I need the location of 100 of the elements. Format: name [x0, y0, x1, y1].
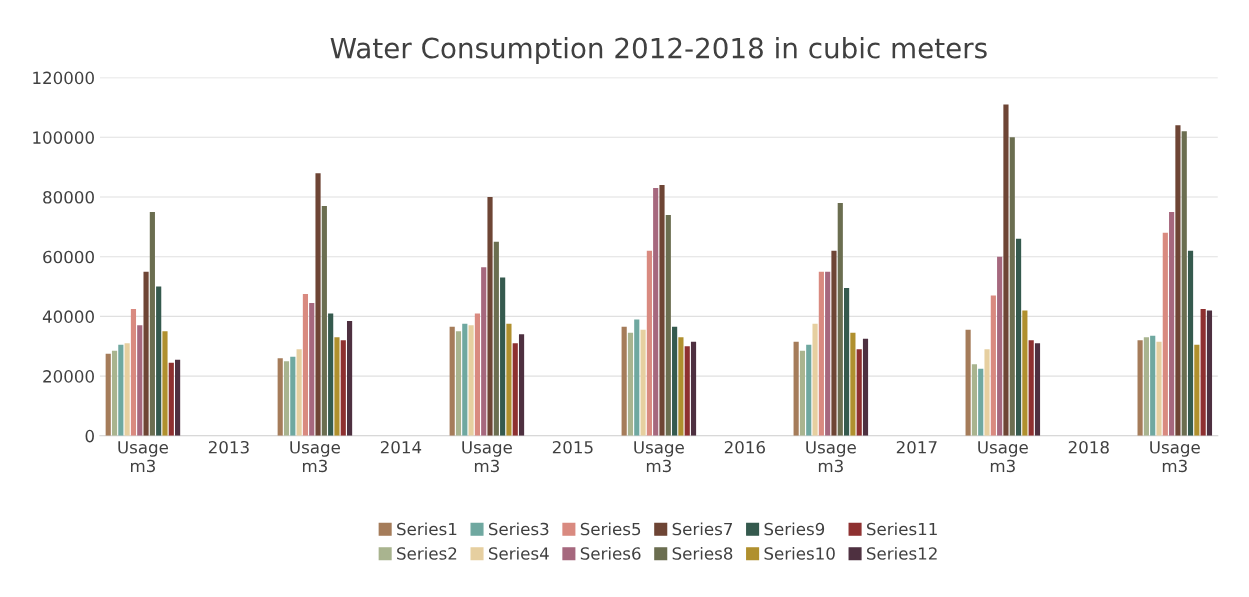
- x-tick-label: Usage m3: [118, 441, 168, 473]
- bar: [997, 256, 1003, 436]
- legend-label: Series8: [672, 546, 733, 560]
- legend-label: Series9: [764, 522, 825, 536]
- bar: [149, 211, 155, 436]
- x-tick-label: 2014: [380, 440, 422, 454]
- x-tick-label: Usage m3: [634, 441, 684, 473]
- bar: [1034, 343, 1041, 436]
- bar: [143, 271, 149, 436]
- bar: [137, 325, 143, 436]
- bar: [1137, 340, 1143, 436]
- bar: [799, 350, 806, 436]
- bar: [627, 332, 634, 436]
- bar: [672, 326, 678, 436]
- bar: [1187, 250, 1194, 436]
- x-tick-label: Usage m3: [1150, 441, 1200, 473]
- bar: [1175, 125, 1181, 436]
- x-tick-label: 2018: [1068, 440, 1109, 454]
- bar: [971, 364, 978, 436]
- bar: [665, 214, 671, 436]
- bar: [825, 271, 831, 436]
- legend-label: Series6: [580, 546, 641, 560]
- bar: [634, 319, 640, 436]
- legend-label: Series7: [672, 522, 733, 536]
- bar: [321, 205, 327, 436]
- bar: [844, 288, 850, 436]
- y-tick-label: 60000: [43, 250, 94, 264]
- bar: [1143, 337, 1149, 436]
- x-tick-label: 2013: [208, 440, 249, 454]
- bar: [818, 271, 824, 436]
- bar: [346, 320, 353, 436]
- bar: [130, 308, 137, 436]
- bar: [1022, 310, 1028, 436]
- legend-label: Series4: [488, 546, 549, 560]
- bar: [1169, 211, 1175, 436]
- y-tick-label: 40000: [42, 310, 94, 323]
- bar: [659, 185, 665, 436]
- bar: [1156, 341, 1162, 436]
- bar: [118, 344, 124, 436]
- bar: [984, 349, 990, 436]
- bar: [1206, 310, 1213, 436]
- bar: [850, 332, 856, 436]
- bar: [1015, 238, 1022, 436]
- bar: [653, 188, 659, 436]
- bar: [468, 325, 474, 436]
- bar: [474, 313, 480, 436]
- bar: [277, 358, 283, 436]
- bar: [1200, 308, 1206, 436]
- y-tick-label: 120000: [33, 71, 94, 85]
- bar: [168, 362, 174, 436]
- legend-label: Series12: [867, 546, 937, 560]
- x-tick-label: 2016: [724, 440, 765, 454]
- bar: [1181, 131, 1187, 436]
- bar: [481, 267, 487, 436]
- bar: [334, 337, 340, 436]
- bar: [449, 326, 455, 436]
- bar: [302, 294, 309, 436]
- bar: [978, 368, 984, 436]
- y-tick-label: 20000: [43, 370, 94, 383]
- bar: [512, 343, 518, 436]
- x-tick-label: Usage m3: [290, 441, 340, 473]
- legend-label: Series10: [764, 546, 835, 560]
- bar: [640, 329, 646, 436]
- bar: [646, 250, 652, 436]
- bar: [678, 337, 684, 436]
- x-tick-label: Usage m3: [978, 441, 1028, 473]
- bar: [283, 361, 290, 436]
- bar: [175, 359, 181, 436]
- chart-title: Water Consumption 2012-2018 in cubic meters: [330, 37, 987, 64]
- bar: [793, 341, 799, 436]
- bar: [315, 173, 321, 436]
- bar: [690, 341, 697, 436]
- bar: [862, 338, 869, 436]
- x-tick-label: 2017: [896, 440, 937, 454]
- bar: [812, 323, 818, 436]
- bar: [156, 286, 162, 436]
- bar: [340, 340, 346, 436]
- bar: [493, 241, 499, 436]
- bar: [124, 343, 130, 436]
- y-tick-label: 80000: [43, 190, 94, 204]
- bar: [1009, 137, 1015, 436]
- bar: [162, 331, 168, 436]
- bar: [1150, 335, 1156, 436]
- bar: [965, 329, 971, 436]
- bar: [806, 344, 812, 436]
- bar: [684, 346, 690, 436]
- x-tick-label: 2015: [552, 440, 593, 454]
- bar: [506, 323, 512, 436]
- bar: [621, 326, 627, 436]
- bar: [111, 350, 118, 436]
- legend-label: Series5: [580, 522, 641, 536]
- bar: [831, 250, 837, 436]
- x-tick-label: Usage m3: [462, 441, 512, 473]
- bar: [1028, 340, 1034, 436]
- bar: [837, 202, 843, 436]
- legend-label: Series2: [397, 546, 457, 560]
- bar: [309, 302, 315, 436]
- bar: [455, 331, 462, 436]
- legend-label: Series11: [867, 522, 937, 536]
- x-tick-label: Usage m3: [806, 441, 856, 473]
